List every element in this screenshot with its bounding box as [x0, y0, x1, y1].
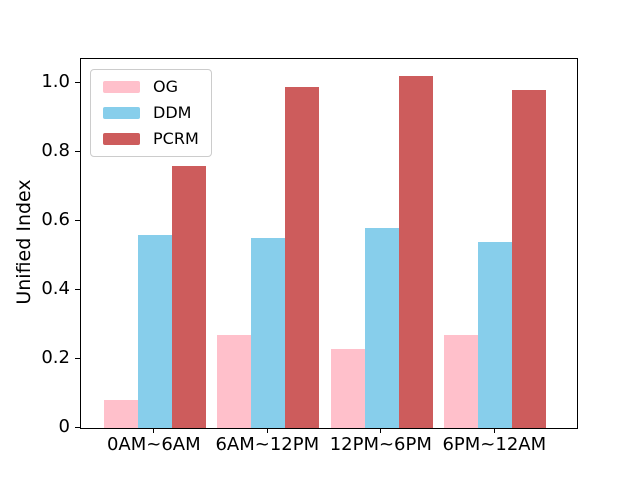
legend-row-DDM: DDM — [103, 103, 199, 123]
legend: OG DDM PCRM — [90, 69, 212, 157]
y-tick-mark-4 — [75, 150, 80, 152]
y-tick-label-3: 0.6 — [41, 209, 70, 231]
bar-DDM-0 — [137, 234, 172, 428]
x-tick-label-0: 0AM~6AM — [106, 434, 201, 455]
bars-layer — [81, 59, 577, 428]
x-tick-mark-1 — [266, 428, 268, 433]
x-tick-label-1: 6AM~12PM — [215, 434, 320, 455]
x-tick-label-3: 6PM~12AM — [442, 434, 547, 455]
legend-label-DDM: DDM — [153, 103, 192, 122]
y-tick-mark-0 — [75, 426, 80, 428]
bar-PCRM-1 — [285, 86, 320, 428]
x-tick-mark-2 — [380, 428, 382, 433]
bar-DDM-3 — [478, 241, 513, 428]
bar-OG-2 — [330, 348, 365, 428]
y-tick-label-1: 0.2 — [41, 347, 70, 368]
bar-OG-0 — [103, 400, 138, 428]
legend-row-OG: OG — [103, 77, 199, 97]
y-tick-label-0: 0 — [58, 416, 70, 437]
bar-PCRM-3 — [512, 90, 547, 428]
bar-PCRM-2 — [398, 76, 433, 428]
y-tick-mark-3 — [75, 219, 80, 221]
legend-swatch-PCRM — [103, 133, 140, 145]
x-tick-mark-3 — [493, 428, 495, 433]
legend-label-OG: OG — [153, 77, 178, 96]
legend-swatch-OG — [103, 81, 140, 93]
bar-OG-1 — [217, 334, 252, 428]
bar-DDM-1 — [251, 238, 286, 428]
legend-label-PCRM: PCRM — [153, 129, 199, 148]
y-tick-mark-2 — [75, 288, 80, 290]
plot-area: OG DDM PCRM — [80, 58, 578, 429]
y-tick-label-4: 0.8 — [41, 140, 70, 162]
x-tick-mark-0 — [153, 428, 155, 433]
legend-row-PCRM: PCRM — [103, 129, 199, 149]
bar-DDM-2 — [364, 228, 399, 428]
y-tick-mark-5 — [75, 81, 80, 83]
x-tick-label-2: 12PM~6PM — [329, 434, 432, 455]
y-tick-label-5: 1.0 — [41, 71, 70, 93]
bar-OG-3 — [444, 334, 479, 428]
y-tick-mark-1 — [75, 357, 80, 359]
y-tick-label-2: 0.4 — [41, 278, 70, 300]
legend-swatch-DDM — [103, 107, 140, 119]
bar-PCRM-0 — [171, 165, 206, 428]
